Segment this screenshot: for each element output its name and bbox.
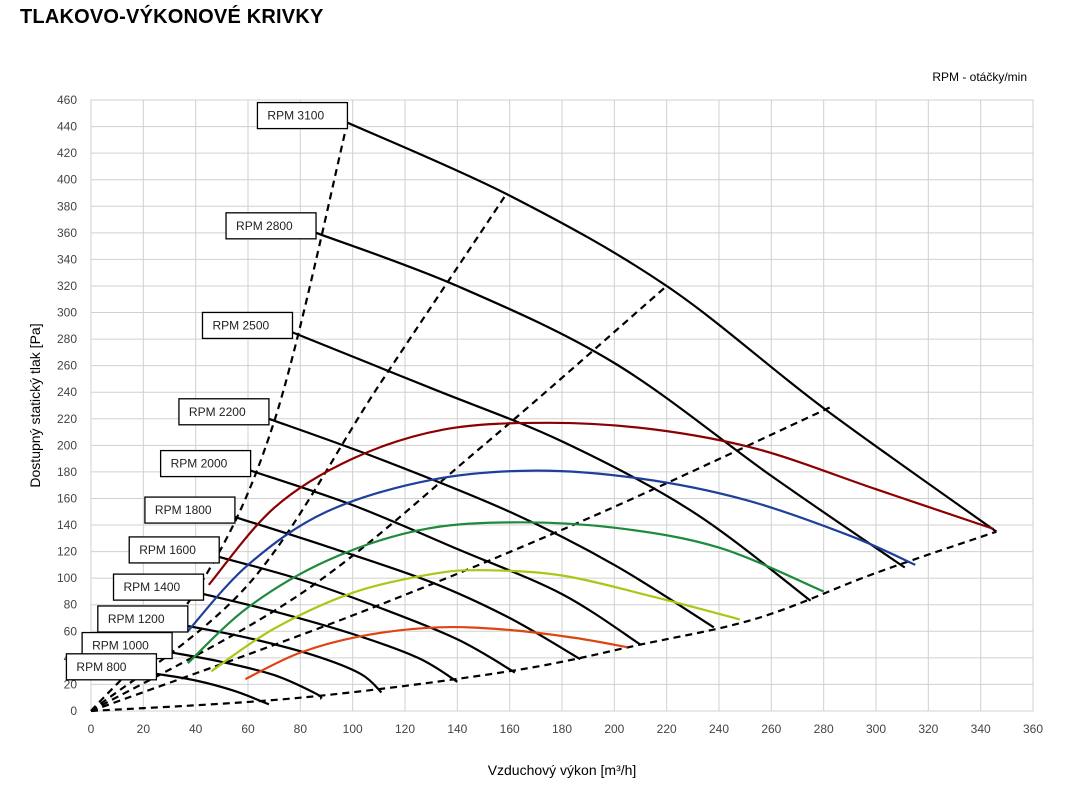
series-line bbox=[186, 469, 916, 633]
y-tick-label: 240 bbox=[57, 385, 77, 399]
fan-curve bbox=[292, 331, 812, 602]
rpm-label-box bbox=[97, 605, 189, 633]
x-tick-label: 300 bbox=[866, 722, 886, 736]
system-curve-dashed bbox=[90, 122, 349, 712]
y-tick-label: 60 bbox=[64, 624, 78, 638]
y-tick-label: 440 bbox=[57, 120, 77, 134]
x-tick-label: 180 bbox=[552, 722, 572, 736]
rpm-label-box bbox=[65, 653, 158, 681]
y-tick-label: 360 bbox=[57, 226, 77, 240]
y-tick-label: 260 bbox=[57, 359, 77, 373]
y-tick-label: 140 bbox=[57, 518, 77, 532]
fan-curve bbox=[315, 231, 906, 569]
y-tick-label: 160 bbox=[57, 491, 77, 505]
x-tick-label: 360 bbox=[1023, 722, 1043, 736]
system-curve-dashed bbox=[90, 530, 997, 713]
y-tick-label: 340 bbox=[57, 252, 77, 266]
rpm-label-text: RPM 1600 bbox=[139, 543, 196, 557]
x-tick-label: 40 bbox=[189, 722, 203, 736]
x-tick-label: 320 bbox=[918, 722, 938, 736]
rpm-label-text: RPM 2000 bbox=[171, 457, 228, 471]
x-tick-label: 100 bbox=[343, 722, 363, 736]
series-line bbox=[207, 421, 995, 586]
fan-curve bbox=[187, 624, 383, 694]
y-tick-label: 420 bbox=[57, 146, 77, 160]
x-tick-label: 220 bbox=[657, 722, 677, 736]
x-tick-label: 280 bbox=[814, 722, 834, 736]
x-tick-label: 20 bbox=[137, 722, 151, 736]
y-tick-label: 300 bbox=[57, 306, 77, 320]
y-tick-label: 0 bbox=[70, 704, 77, 718]
x-tick-label: 200 bbox=[604, 722, 624, 736]
fan-curve bbox=[234, 516, 581, 661]
y-tick-label: 460 bbox=[57, 93, 77, 107]
rpm-label: RPM 2000 bbox=[159, 449, 252, 478]
x-tick-label: 340 bbox=[971, 722, 991, 736]
fan-curve bbox=[171, 651, 323, 700]
rpm-label-text: RPM 2800 bbox=[236, 219, 293, 233]
rpm-label: RPM 1800 bbox=[144, 496, 236, 524]
rpm-label-box bbox=[112, 573, 205, 601]
series-line bbox=[210, 569, 741, 673]
rpm-label: RPM 800 bbox=[65, 653, 158, 681]
y-tick-label: 220 bbox=[57, 412, 77, 426]
x-tick-label: 160 bbox=[500, 722, 520, 736]
fan-curve bbox=[156, 672, 270, 706]
y-tick-label: 80 bbox=[64, 598, 78, 612]
rpm-label-text: RPM 1800 bbox=[155, 503, 212, 517]
y-tick-label: 20 bbox=[64, 677, 78, 691]
rpm-label: RPM 2500 bbox=[201, 311, 294, 340]
rpm-label: RPM 2800 bbox=[225, 212, 317, 240]
x-tick-label: 120 bbox=[395, 722, 415, 736]
x-tick-label: 260 bbox=[761, 722, 781, 736]
x-tick-label: 140 bbox=[447, 722, 467, 736]
fan-curve bbox=[268, 417, 715, 629]
rpm-label-box bbox=[178, 398, 270, 426]
rpm-label-box bbox=[201, 311, 294, 340]
rpm-label-box bbox=[256, 101, 349, 130]
y-tick-label: 320 bbox=[57, 279, 77, 293]
rpm-label-text: RPM 2200 bbox=[189, 405, 246, 419]
x-tick-label: 80 bbox=[294, 722, 308, 736]
fan-curve bbox=[250, 469, 642, 646]
rpm-label: RPM 2200 bbox=[178, 398, 270, 426]
rpm-label-text: RPM 1000 bbox=[92, 639, 149, 653]
rpm-label: RPM 1200 bbox=[97, 605, 189, 633]
rpm-label-text: RPM 2500 bbox=[212, 318, 269, 332]
rpm-label: RPM 1600 bbox=[128, 536, 220, 564]
fan-curve bbox=[346, 121, 998, 533]
system-curve-dashed bbox=[90, 196, 506, 712]
series-line bbox=[244, 625, 628, 681]
system-curve-dashed bbox=[90, 285, 668, 712]
rpm-label-text: RPM 3100 bbox=[267, 109, 324, 123]
y-tick-label: 120 bbox=[57, 545, 77, 559]
x-axis-title: Vzduchový výkon [m³/h] bbox=[488, 762, 637, 778]
rpm-label-box bbox=[144, 496, 236, 524]
rpm-label-box bbox=[225, 212, 317, 240]
y-axis-title: Dostupný statický tlak [Pa] bbox=[27, 323, 43, 487]
x-tick-label: 60 bbox=[241, 722, 255, 736]
chart-title: TLAKOVO-VÝKONOVÉ KRIVKY bbox=[20, 6, 324, 28]
y-tick-label: 400 bbox=[57, 173, 77, 187]
y-tick-label: 100 bbox=[57, 571, 77, 585]
x-tick-label: 0 bbox=[88, 722, 95, 736]
rpm-label: RPM 3100 bbox=[256, 101, 349, 130]
rpm-label-box bbox=[128, 536, 220, 564]
y-tick-label: 280 bbox=[57, 332, 77, 346]
rpm-legend-note: RPM - otáčky/min bbox=[932, 70, 1027, 84]
rpm-label: RPM 1400 bbox=[112, 573, 205, 601]
rpm-label-text: RPM 1400 bbox=[124, 580, 181, 594]
y-tick-label: 380 bbox=[57, 199, 77, 213]
series-line bbox=[187, 521, 825, 665]
rpm-label-box bbox=[159, 449, 252, 478]
system-curve-dashed bbox=[90, 404, 835, 713]
rpm-label-text: RPM 800 bbox=[76, 660, 126, 674]
fan-curve bbox=[218, 555, 516, 674]
x-tick-label: 240 bbox=[709, 722, 729, 736]
y-tick-label: 200 bbox=[57, 438, 77, 452]
rpm-label-text: RPM 1200 bbox=[108, 612, 165, 626]
y-tick-label: 180 bbox=[57, 465, 77, 479]
